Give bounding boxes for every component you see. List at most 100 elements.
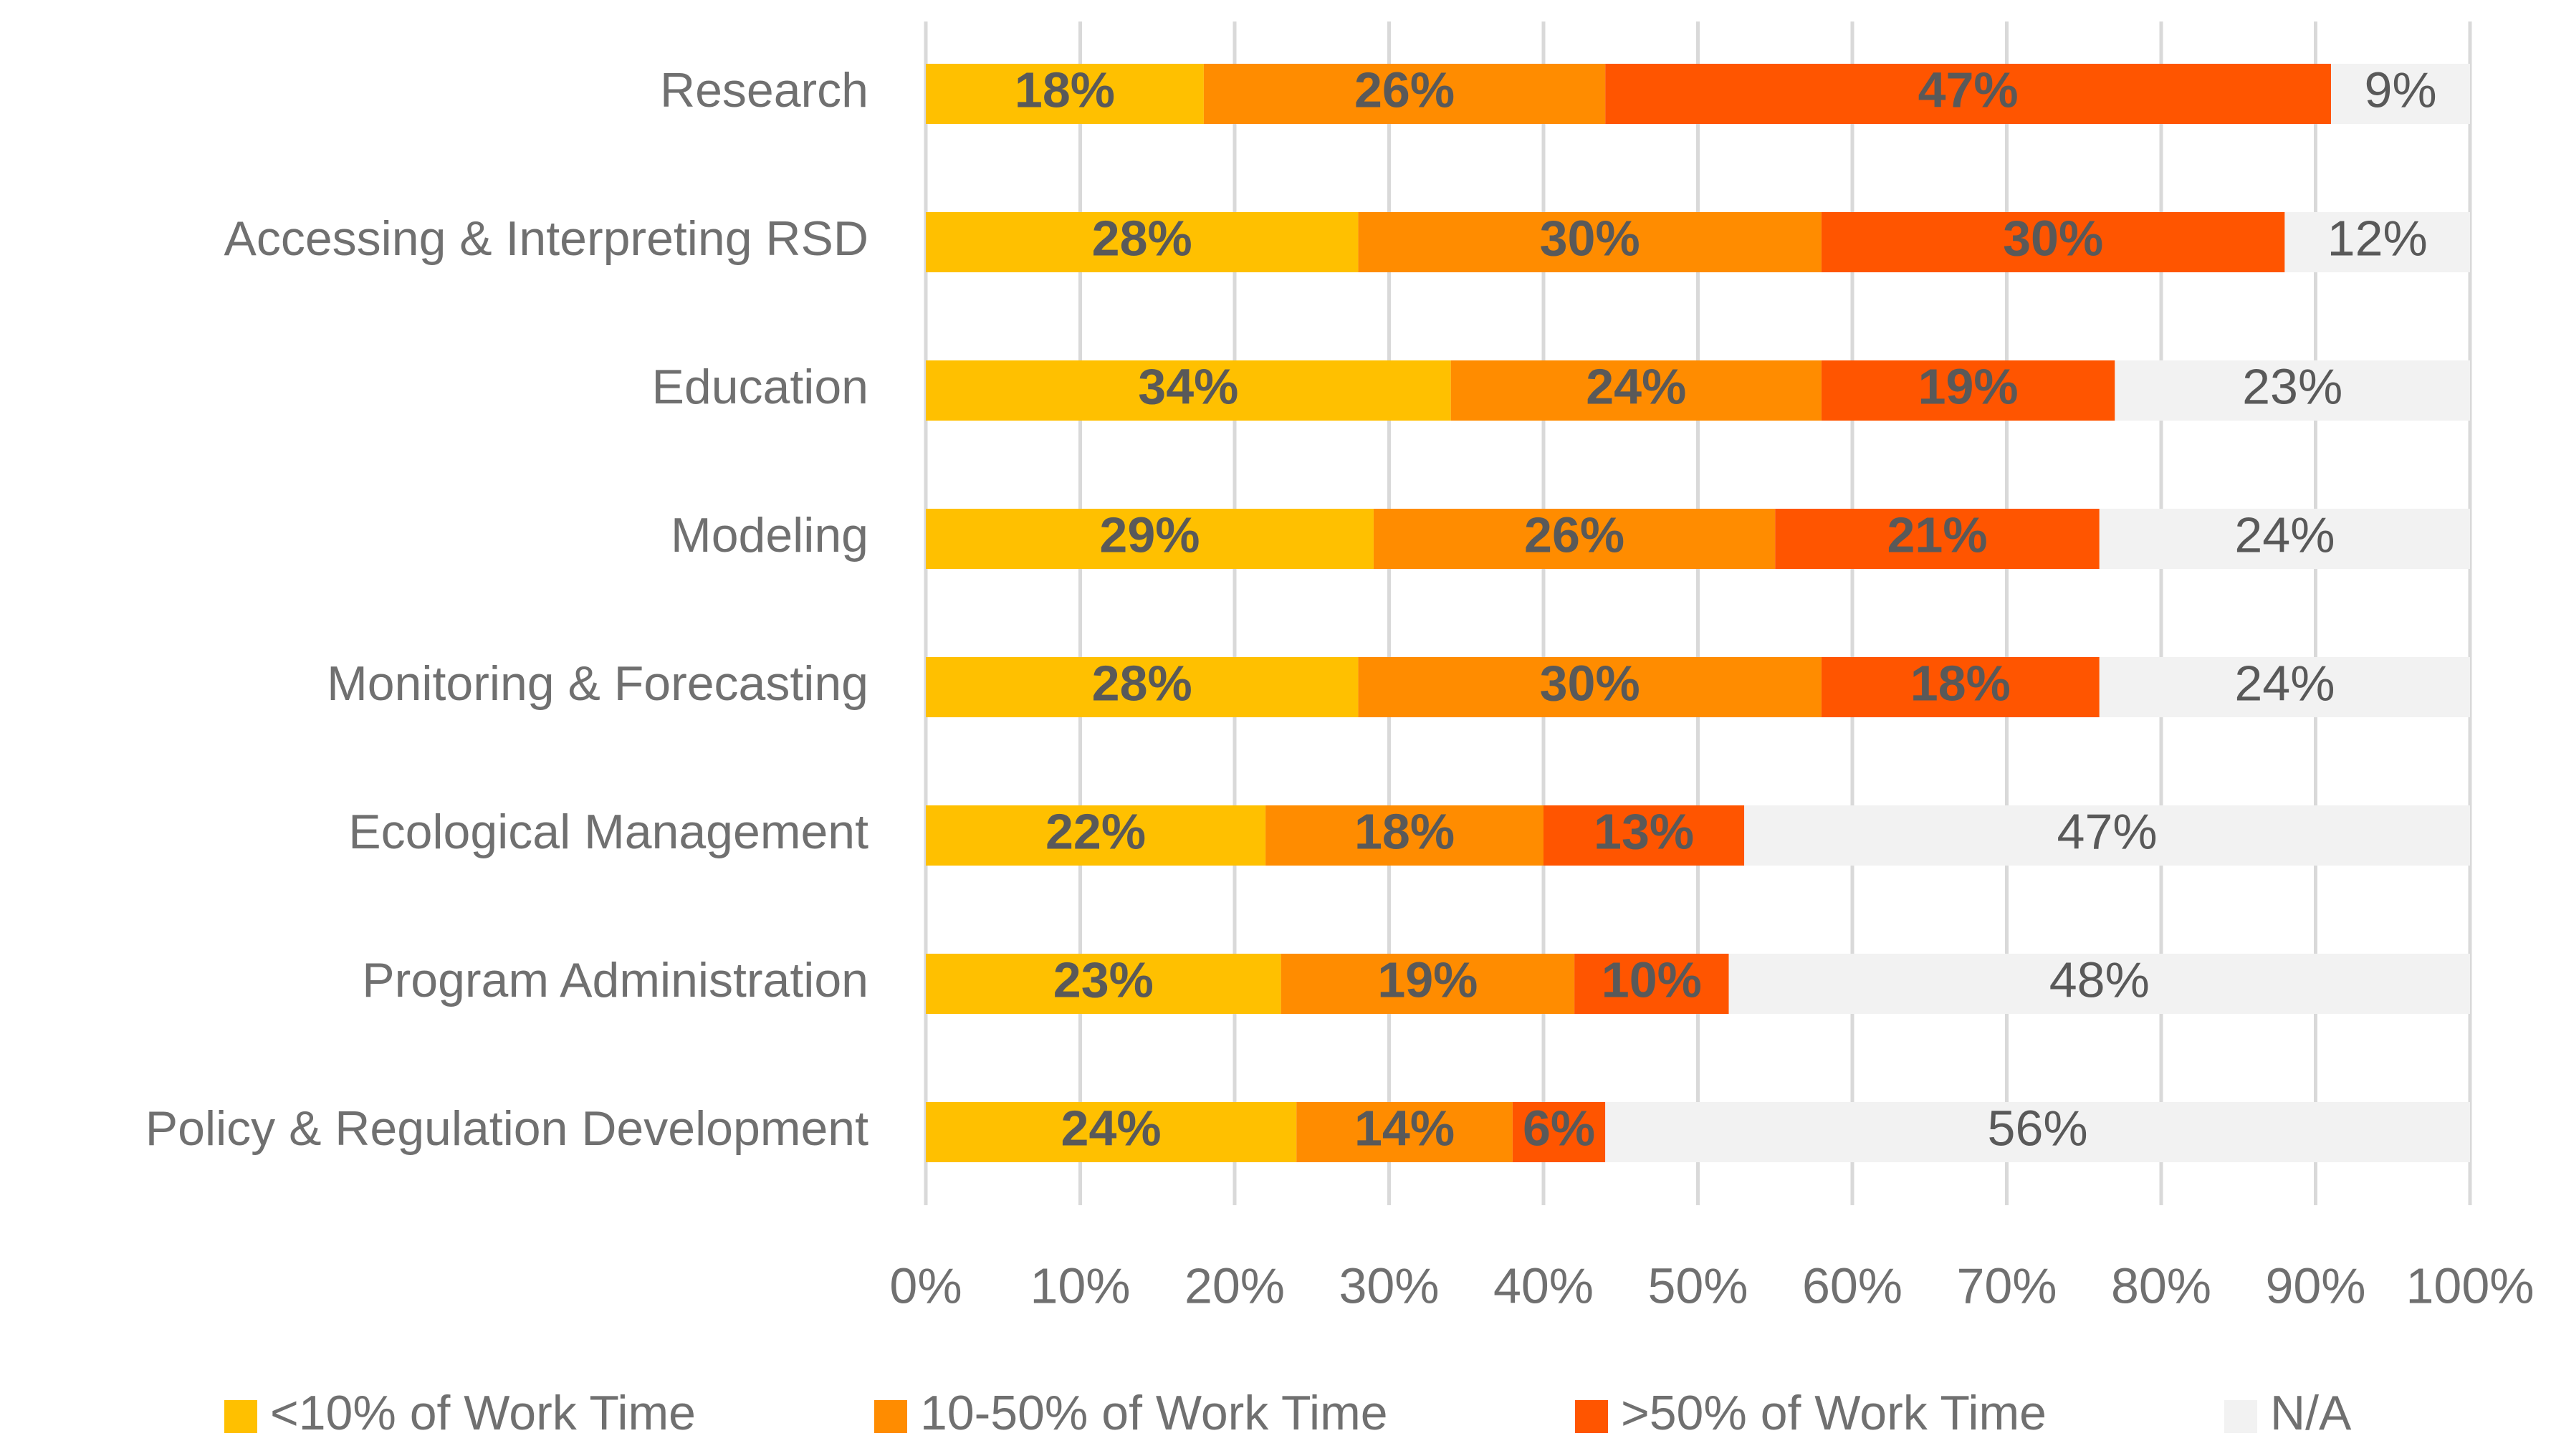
- x-tick-label-0: 0%: [889, 1258, 962, 1313]
- legend-label-50-of-work-time: >50% of Work Time: [1621, 1386, 2047, 1440]
- x-tick-label-80: 80%: [2111, 1258, 2211, 1313]
- bar-research-50-of-work-time: [1605, 64, 2332, 124]
- bar-label-program-administration-50-of-work-time: 10%: [1602, 952, 1702, 1007]
- x-axis-tick-labels: 0% 10% 20% 30% 40% 50% 60% 70% 80% 90% 100%: [889, 1258, 2534, 1313]
- bar-label-accessing-interpreting-rsd-10-of-work-time: 28%: [1092, 210, 1192, 266]
- bar-monitoring-forecasting-50-of-work-time: [1821, 657, 2100, 717]
- x-tick-label-70: 70%: [1956, 1258, 2057, 1313]
- legend-item-50-of-work-time: >50% of Work Time: [1575, 1386, 2047, 1440]
- bar-label-research-50-of-work-time: 47%: [1918, 62, 2019, 118]
- bar-ecological-management-10-of-work-time: [926, 805, 1266, 866]
- bar-label-monitoring-forecasting-50-of-work-time: 18%: [1910, 655, 2011, 711]
- category-labels: Research Accessing & Interpreting RSD Educ…: [145, 63, 868, 1156]
- bar-labels: 18% 26% 47% 9% 28% 30% 30% 12% 34% 24% 19% 23% 29% 26…: [1015, 62, 2437, 1156]
- bar-research-n-a: [2331, 64, 2470, 124]
- bar-monitoring-forecasting-10-50-of-work-time: [1358, 657, 1822, 717]
- x-tick-label-10: 10%: [1030, 1258, 1130, 1313]
- bar-label-program-administration-10-50-of-work-time: 19%: [1377, 952, 1478, 1007]
- bar-education-50-of-work-time: [1821, 360, 2115, 421]
- bar-label-education-n-a: 23%: [2242, 358, 2342, 414]
- bar-label-education-10-of-work-time: 34%: [1138, 358, 1238, 414]
- x-tick-label-90: 90%: [2265, 1258, 2365, 1313]
- category-label-program-administration: Program Administration: [362, 953, 868, 1007]
- x-tick-label-20: 20%: [1184, 1258, 1285, 1313]
- category-label-ecological-management: Ecological Management: [348, 805, 868, 859]
- bar-research-10-of-work-time: [926, 64, 1204, 124]
- legend: <10% of Work Time 10-50% of Work Time >50%…: [224, 1386, 2352, 1440]
- category-label-education: Education: [652, 360, 868, 414]
- bar-monitoring-forecasting-n-a: [2099, 657, 2470, 717]
- bar-modeling-n-a: [2099, 509, 2470, 569]
- bar-label-education-10-50-of-work-time: 24%: [1586, 358, 1686, 414]
- bar-program-administration-10-of-work-time: [926, 954, 1281, 1014]
- bar-education-10-of-work-time: [926, 360, 1451, 421]
- bar-program-administration-10-50-of-work-time: [1281, 954, 1575, 1014]
- bar-label-education-50-of-work-time: 19%: [1918, 358, 2019, 414]
- bar-policy-regulation-development-50-of-work-time: [1512, 1102, 1606, 1162]
- legend-swatch-50-of-work-time: [1575, 1400, 1608, 1433]
- x-tick-label-30: 30%: [1339, 1258, 1439, 1313]
- bar-label-research-10-of-work-time: 18%: [1015, 62, 1115, 118]
- bar-policy-regulation-development-n-a: [1605, 1102, 2470, 1162]
- legend-item-n-a: N/A: [2224, 1386, 2352, 1440]
- x-tick-label-60: 60%: [1802, 1258, 1903, 1313]
- bar-label-monitoring-forecasting-10-50-of-work-time: 30%: [1540, 655, 1640, 711]
- legend-swatch-10-50-of-work-time: [874, 1400, 907, 1433]
- x-tick-label-40: 40%: [1493, 1258, 1594, 1313]
- bar-label-ecological-management-10-of-work-time: 22%: [1045, 803, 1146, 859]
- bar-education-n-a: [2115, 360, 2470, 421]
- bar-label-policy-regulation-development-n-a: 56%: [1988, 1100, 2088, 1156]
- bar-research-10-50-of-work-time: [1203, 64, 1606, 124]
- bars: [926, 64, 2470, 1162]
- bar-program-administration-n-a: [1728, 954, 2470, 1014]
- bar-policy-regulation-development-10-50-of-work-time: [1296, 1102, 1513, 1162]
- bar-label-accessing-interpreting-rsd-n-a: 12%: [2327, 210, 2428, 266]
- bar-label-ecological-management-n-a: 47%: [2057, 803, 2158, 859]
- bar-label-ecological-management-50-of-work-time: 13%: [1594, 803, 1694, 859]
- bar-label-accessing-interpreting-rsd-50-of-work-time: 30%: [2003, 210, 2103, 266]
- legend-label-10-of-work-time: <10% of Work Time: [270, 1386, 696, 1440]
- bar-label-policy-regulation-development-10-50-of-work-time: 14%: [1354, 1100, 1455, 1156]
- bar-label-modeling-10-of-work-time: 29%: [1099, 507, 1200, 562]
- category-label-accessing-interpreting-rsd: Accessing & Interpreting RSD: [224, 211, 868, 266]
- bar-accessing-interpreting-rsd-50-of-work-time: [1821, 212, 2285, 272]
- bar-ecological-management-50-of-work-time: [1543, 805, 1745, 866]
- category-label-research: Research: [660, 63, 868, 118]
- legend-swatch-10-of-work-time: [224, 1400, 257, 1433]
- legend-label-10-50-of-work-time: 10-50% of Work Time: [920, 1386, 1388, 1440]
- legend-label-n-a: N/A: [2270, 1386, 2352, 1440]
- bar-label-research-n-a: 9%: [2364, 62, 2436, 118]
- gridlines: [924, 21, 2472, 1205]
- bar-modeling-10-50-of-work-time: [1373, 509, 1776, 569]
- x-tick-label-100: 100%: [2406, 1258, 2534, 1313]
- bar-modeling-10-of-work-time: [926, 509, 1374, 569]
- category-label-policy-regulation-development: Policy & Regulation Development: [145, 1101, 868, 1156]
- bar-accessing-interpreting-rsd-n-a: [2284, 212, 2470, 272]
- bar-accessing-interpreting-rsd-10-of-work-time: [926, 212, 1359, 272]
- x-tick-label-50: 50%: [1647, 1258, 1748, 1313]
- category-label-modeling: Modeling: [671, 508, 868, 562]
- category-label-monitoring-forecasting: Monitoring & Forecasting: [327, 656, 868, 711]
- legend-item-10-of-work-time: <10% of Work Time: [224, 1386, 696, 1440]
- bar-label-program-administration-10-of-work-time: 23%: [1053, 952, 1154, 1007]
- bar-education-10-50-of-work-time: [1450, 360, 1822, 421]
- bar-label-monitoring-forecasting-n-a: 24%: [2234, 655, 2335, 711]
- bar-label-modeling-50-of-work-time: 21%: [1887, 507, 1987, 562]
- bar-accessing-interpreting-rsd-10-50-of-work-time: [1358, 212, 1822, 272]
- bar-modeling-50-of-work-time: [1775, 509, 2100, 569]
- bar-label-ecological-management-10-50-of-work-time: 18%: [1354, 803, 1455, 859]
- legend-swatch-n-a: [2224, 1400, 2257, 1433]
- bar-label-accessing-interpreting-rsd-10-50-of-work-time: 30%: [1540, 210, 1640, 266]
- bar-program-administration-50-of-work-time: [1574, 954, 1729, 1014]
- bar-label-policy-regulation-development-50-of-work-time: 6%: [1523, 1100, 1595, 1156]
- bar-label-modeling-10-50-of-work-time: 26%: [1524, 507, 1624, 562]
- bar-label-research-10-50-of-work-time: 26%: [1354, 62, 1455, 118]
- bar-ecological-management-10-50-of-work-time: [1265, 805, 1543, 866]
- legend-item-10-50-of-work-time: 10-50% of Work Time: [874, 1386, 1388, 1440]
- bar-label-monitoring-forecasting-10-of-work-time: 28%: [1092, 655, 1192, 711]
- bar-label-modeling-n-a: 24%: [2234, 507, 2335, 562]
- bar-policy-regulation-development-10-of-work-time: [926, 1102, 1297, 1162]
- bar-ecological-management-n-a: [1744, 805, 2470, 866]
